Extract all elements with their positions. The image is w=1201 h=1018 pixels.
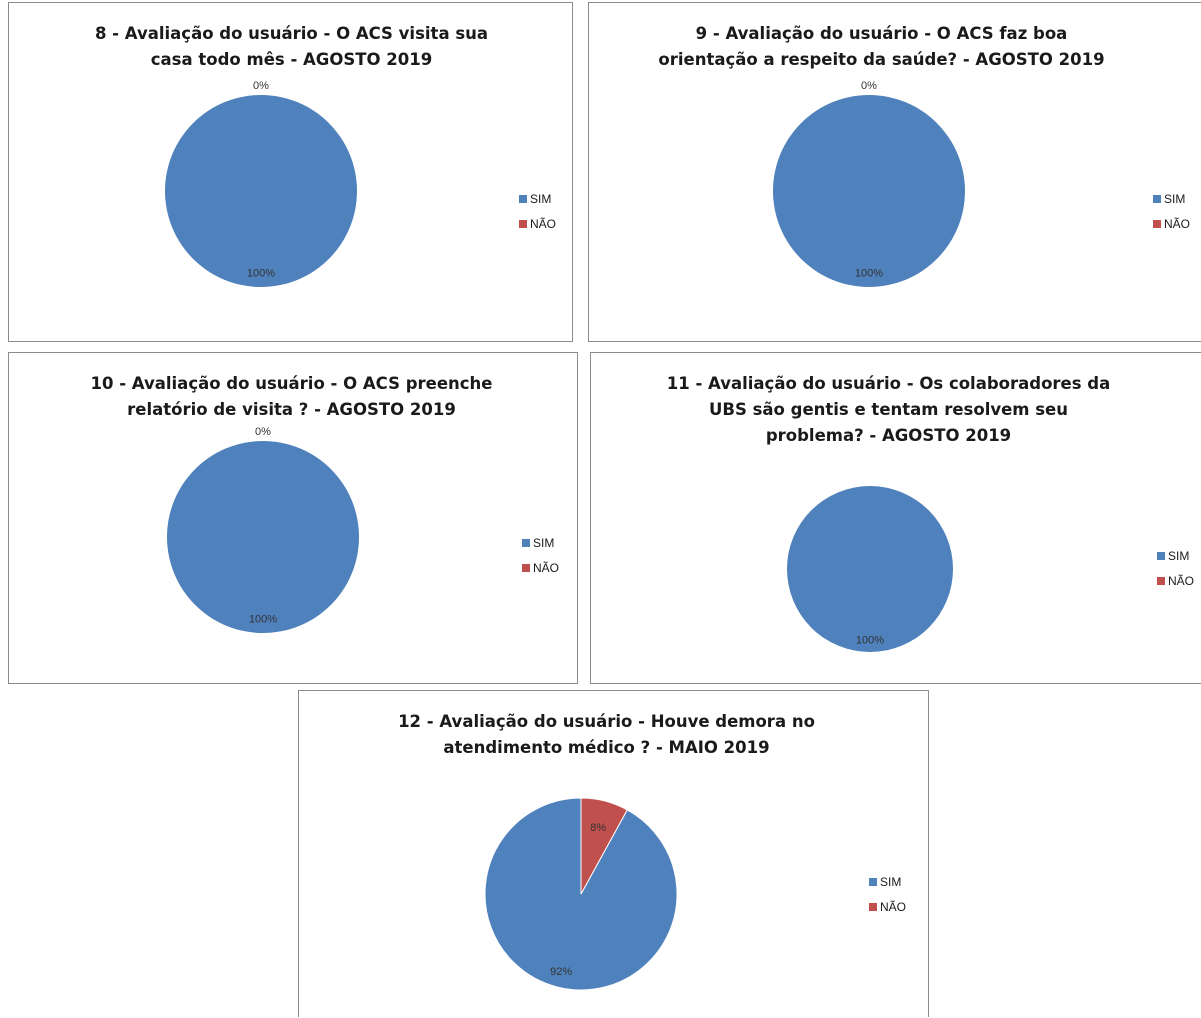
legend-item-nao: NÃO <box>519 211 556 236</box>
legend: SIM NÃO <box>1157 543 1194 593</box>
chart-panel-12: 12 - Avaliação do usuário - Houve demora… <box>298 690 929 1017</box>
legend: SIM NÃO <box>522 530 559 580</box>
data-label-sim: 100% <box>249 614 277 626</box>
data-label-não: 0% <box>253 80 269 92</box>
chart-title: 10 - Avaliação do usuário - O ACS preenc… <box>90 374 493 419</box>
legend-swatch-sim <box>519 194 527 203</box>
legend: SIM NÃO <box>869 869 906 919</box>
legend-swatch-nao <box>1153 219 1161 228</box>
legend-label-nao: NÃO <box>533 560 560 575</box>
legend-item-sim: SIM <box>519 186 556 211</box>
chart-panel-11: 11 - Avaliação do usuário - Os colaborad… <box>590 352 1201 684</box>
pie-chart: 100% 0% <box>773 80 965 287</box>
legend: SIM NÃO <box>519 186 556 236</box>
pie-slice-sim <box>773 95 965 287</box>
pie-chart: 100% 0% <box>165 80 357 287</box>
data-label-sim: 100% <box>855 268 883 280</box>
legend-item-sim: SIM <box>869 869 906 894</box>
chart-title: 8 - Avaliação do usuário - O ACS visita … <box>94 24 489 69</box>
legend-label-sim: SIM <box>1168 548 1190 563</box>
legend-swatch-nao <box>522 563 530 572</box>
legend-label-nao: NÃO <box>1164 216 1191 231</box>
pie-chart: 100% <box>787 486 953 652</box>
legend-label-sim: SIM <box>530 191 552 206</box>
chart-title: 9 - Avaliação do usuário - O ACS faz boa… <box>658 24 1105 69</box>
pie-slice-não <box>580 797 628 895</box>
legend-swatch-sim <box>1157 551 1165 560</box>
legend-item-nao: NÃO <box>1153 211 1190 236</box>
chart-title: 11 - Avaliação do usuário - Os colaborad… <box>666 374 1111 445</box>
legend: SIM NÃO <box>1153 186 1190 236</box>
chart-panel-10: 10 - Avaliação do usuário - O ACS preenc… <box>8 352 578 684</box>
legend-swatch-nao <box>1157 576 1165 585</box>
pie-chart: 92% 8% <box>484 797 678 991</box>
pie-slice-sim <box>165 95 357 287</box>
legend-label-sim: SIM <box>1164 191 1186 206</box>
legend-label-nao: NÃO <box>880 899 907 914</box>
legend-swatch-sim <box>522 538 530 547</box>
legend-item-nao: NÃO <box>1157 568 1194 593</box>
data-label-sim: 100% <box>856 635 884 647</box>
pie-slice-sim <box>787 486 953 652</box>
legend-item-sim: SIM <box>1153 186 1190 211</box>
pie-chart: 100% 0% <box>167 426 359 633</box>
chart-panel-8: 8 - Avaliação do usuário - O ACS visita … <box>8 2 573 342</box>
legend-item-nao: NÃO <box>869 894 906 919</box>
data-label-não: 0% <box>861 80 877 92</box>
legend-swatch-sim <box>869 877 877 886</box>
data-label-não: 0% <box>255 426 271 438</box>
legend-item-sim: SIM <box>522 530 559 555</box>
data-label-sim: 100% <box>247 268 275 280</box>
data-label-não: 8% <box>590 822 606 834</box>
chart-title: 12 - Avaliação do usuário - Houve demora… <box>398 712 815 757</box>
data-label-sim: 92% <box>550 966 572 978</box>
pie-slice-sim <box>167 441 359 633</box>
chart-panel-9: 9 - Avaliação do usuário - O ACS faz boa… <box>588 2 1201 342</box>
legend-item-sim: SIM <box>1157 543 1194 568</box>
legend-label-nao: NÃO <box>530 216 557 231</box>
legend-swatch-sim <box>1153 194 1161 203</box>
legend-label-sim: SIM <box>533 535 555 550</box>
legend-label-nao: NÃO <box>1168 573 1195 588</box>
legend-swatch-nao <box>869 902 877 911</box>
legend-swatch-nao <box>519 219 527 228</box>
legend-item-nao: NÃO <box>522 555 559 580</box>
legend-label-sim: SIM <box>880 874 902 889</box>
